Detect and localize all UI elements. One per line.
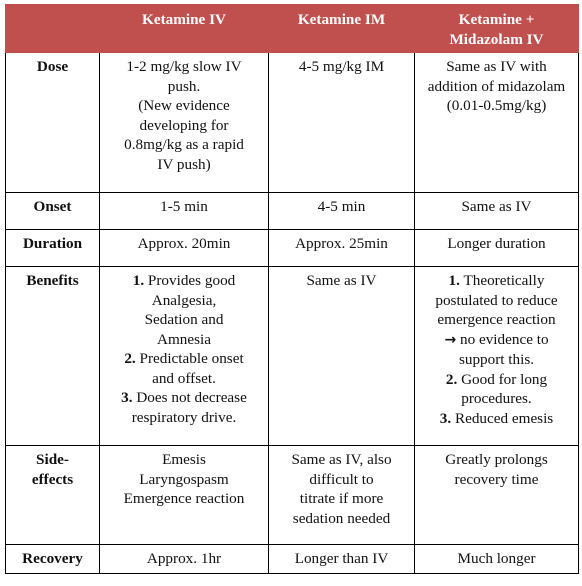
list-text: no evidence to [459, 330, 549, 348]
header-blank-cell [5, 4, 100, 53]
header-ketamine-im: Ketamine IM [268, 4, 415, 53]
dose-combo-cell: Same as IV with addition of midazolam (0… [414, 53, 579, 193]
side-effects-combo-line: recovery time [454, 470, 539, 488]
dose-combo-line: Same as IV with [446, 58, 547, 75]
list-text: Does not decrease [136, 389, 247, 406]
side-effects-im-line: sedation needed [292, 509, 391, 527]
benefits-combo-line: procedures. [461, 390, 532, 407]
dose-im-cell: 4-5 mg/kg IM [268, 53, 415, 193]
benefits-iv-line: 2. Predictable onset [104, 349, 264, 369]
side-effects-combo-line: Greatly prolongs [445, 451, 548, 468]
duration-combo-cell: Longer duration [414, 229, 579, 267]
header-row: Ketamine IV Ketamine IM Ketamine + Midaz… [5, 4, 579, 53]
list-number: 3. [439, 409, 452, 427]
benefits-combo-line: → no evidence to [419, 330, 574, 351]
table-row-onset: Onset 1-5 min 4-5 min Same as IV [5, 192, 579, 230]
list-text: Predictable onset [139, 350, 244, 367]
benefits-im-cell: Same as IV [268, 266, 415, 446]
table-row-side-effects: Side- effects Emesis Laryngospasm Emerge… [5, 445, 579, 545]
list-number: 3. [121, 389, 133, 406]
side-effects-im-line: difficult to [309, 470, 374, 488]
cell-bottom-space [273, 528, 410, 544]
onset-im-cell: 4-5 min [268, 192, 415, 230]
duration-im-cell: Approx. 25min [268, 229, 415, 267]
dose-iv-line: push. [167, 77, 201, 95]
row-label-onset: Onset [5, 192, 100, 230]
dose-combo-line: addition of midazolam [427, 77, 566, 95]
right-arrow-icon: → [444, 331, 457, 348]
benefits-iv-line: Sedation and [144, 311, 224, 328]
benefits-iv-line: 3. Does not decrease [104, 388, 264, 408]
header-ketamine-midazolam-iv: Ketamine + Midazolam IV [414, 4, 579, 53]
benefits-combo-cell: 1. Theoretically postulated to reduce em… [414, 266, 579, 446]
table-row-dose: Dose 1-2 mg/kg slow IV push. (New eviden… [5, 53, 579, 193]
cell-bottom-space [104, 174, 264, 192]
side-effects-label-line: Side- [36, 451, 69, 468]
header-ketamine-iv: Ketamine IV [99, 4, 269, 53]
table-row-benefits: Benefits 1. Provides good Analgesia, Sed… [5, 266, 579, 446]
header-combo-line-2: Midazolam IV [449, 30, 544, 48]
side-effects-iv-cell: Emesis Laryngospasm Emergence reaction [99, 445, 269, 545]
side-effects-im-line: titrate if more [299, 490, 384, 507]
dose-iv-line: developing for [139, 116, 229, 134]
benefits-iv-line: 1. Provides good [104, 271, 264, 291]
benefits-combo-line: 1. Theoretically [419, 271, 574, 291]
benefits-iv-cell: 1. Provides good Analgesia, Sedation and… [99, 266, 269, 446]
row-label-benefits: Benefits [5, 266, 100, 446]
ketamine-comparison-table: Ketamine IV Ketamine IM Ketamine + Midaz… [5, 4, 579, 574]
dose-iv-line: IV push) [157, 155, 211, 173]
onset-iv-cell: 1-5 min [99, 192, 269, 230]
duration-iv-cell: Approx. 20min [99, 229, 269, 267]
list-text: Theoretically [463, 272, 545, 289]
side-effects-im-cell: Same as IV, also difficult to titrate if… [268, 445, 415, 545]
list-number: 2. [124, 350, 136, 367]
side-effects-label-line: effects [31, 470, 74, 488]
row-label-dose: Dose [5, 53, 100, 193]
list-text: Good for long [461, 370, 548, 388]
row-label-recovery: Recovery [5, 544, 100, 574]
table-row-recovery: Recovery Approx. 1hr Longer than IV Much… [5, 544, 579, 574]
dose-iv-cell: 1-2 mg/kg slow IV push. (New evidence de… [99, 53, 269, 193]
cell-bottom-space [104, 427, 264, 445]
recovery-combo-cell: Much longer [414, 544, 579, 574]
side-effects-im-line: Same as IV, also [291, 451, 392, 468]
benefits-iv-line: respiratory drive. [131, 408, 237, 426]
row-label-side-effects: Side- effects [5, 445, 100, 545]
list-number: 2. [445, 370, 458, 388]
benefits-combo-line: 3. Reduced emesis [419, 409, 574, 429]
row-label-duration: Duration [5, 229, 100, 267]
dose-im-line: 4-5 mg/kg IM [298, 58, 385, 75]
dose-iv-line: 1-2 mg/kg slow IV [126, 58, 242, 75]
benefits-combo-line: support this. [458, 351, 535, 368]
onset-combo-cell: Same as IV [414, 192, 579, 230]
header-combo-line-1: Ketamine + [458, 11, 535, 28]
list-number: 1. [448, 272, 460, 289]
benefits-combo-line: emergence reaction [437, 311, 556, 328]
benefits-combo-line: postulated to reduce [435, 291, 558, 309]
benefits-iv-line: and offset. [152, 369, 216, 387]
side-effects-combo-cell: Greatly prolongs recovery time [414, 445, 579, 545]
dose-iv-line: 0.8mg/kg as a rapid [124, 136, 244, 153]
list-text: Provides good [147, 272, 236, 289]
recovery-im-cell: Longer than IV [268, 544, 415, 574]
table-row-duration: Duration Approx. 20min Approx. 25min Lon… [5, 229, 579, 267]
dose-combo-line: (0.01-0.5mg/kg) [446, 97, 547, 114]
benefits-combo-line: 2. Good for long [419, 370, 574, 390]
benefits-iv-line: Amnesia [157, 330, 211, 348]
dose-iv-line: (New evidence [138, 97, 230, 114]
benefits-iv-line: Analgesia, [151, 291, 217, 309]
list-text: Reduced emesis [454, 409, 554, 427]
list-number: 1. [132, 272, 145, 289]
side-effects-iv-line: Emergence reaction [123, 490, 245, 507]
side-effects-iv-line: Emesis [162, 451, 206, 468]
recovery-iv-cell: Approx. 1hr [99, 544, 269, 574]
side-effects-iv-line: Laryngospasm [139, 470, 229, 488]
